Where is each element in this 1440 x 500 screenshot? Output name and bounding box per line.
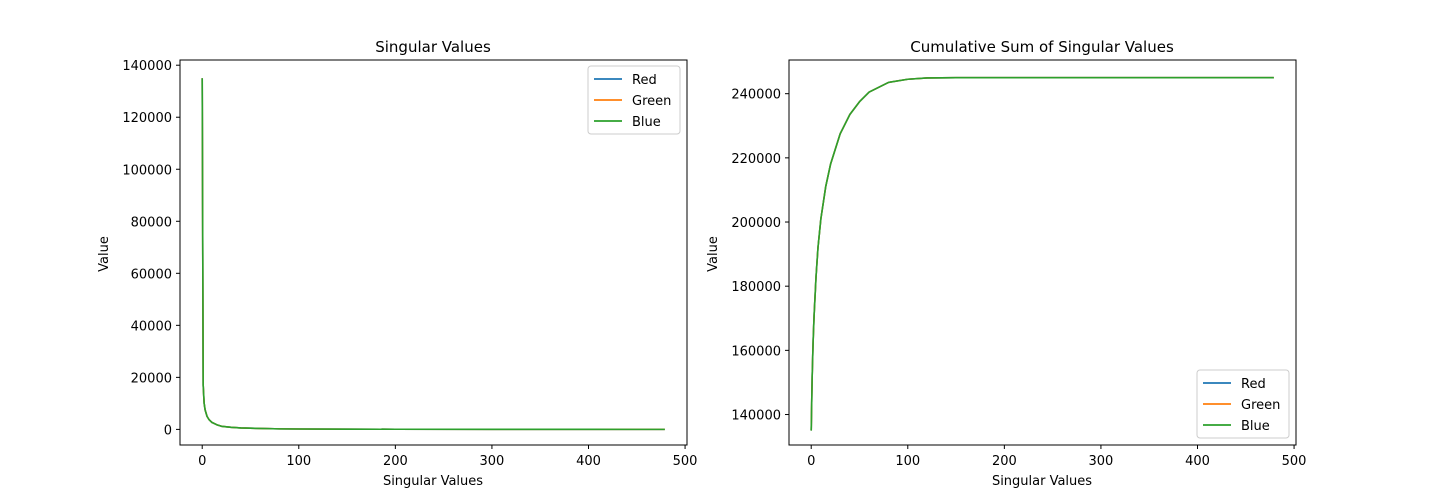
x-tick-label: 300 <box>480 454 505 469</box>
legend-label: Red <box>632 73 657 88</box>
y-tick-label: 200000 <box>731 216 781 231</box>
x-axis-label: Singular Values <box>383 474 483 489</box>
legend-label: Red <box>1241 377 1266 392</box>
legend-box <box>1196 369 1290 439</box>
y-tick-label: 180000 <box>731 280 781 295</box>
x-tick-label: 200 <box>383 454 408 469</box>
y-tick-label: 120000 <box>122 111 172 126</box>
plot-area-frame <box>179 59 688 446</box>
x-tick-label: 200 <box>992 454 1017 469</box>
y-tick-label: 160000 <box>731 344 781 359</box>
legend-label: Blue <box>632 115 661 130</box>
y-tick-label: 80000 <box>131 215 172 230</box>
x-tick-label: 0 <box>198 454 206 469</box>
legend-label: Blue <box>1241 419 1270 434</box>
legend-label: Green <box>632 94 671 109</box>
y-tick-label: 40000 <box>131 319 172 334</box>
x-tick-label: 500 <box>1282 454 1307 469</box>
x-tick-label: 400 <box>1185 454 1210 469</box>
x-tick-label: 400 <box>576 454 601 469</box>
y-axis-label: Value <box>97 236 112 272</box>
plot-area-frame <box>788 59 1297 446</box>
series-line-blue <box>810 76 1274 431</box>
y-tick-label: 220000 <box>731 152 781 167</box>
x-tick-label: 0 <box>807 454 815 469</box>
legend: Red Green Blue <box>587 65 681 135</box>
x-tick-label: 100 <box>286 454 311 469</box>
y-tick-label: 100000 <box>122 163 172 178</box>
y-tick-label: 60000 <box>131 267 172 282</box>
x-tick-label: 500 <box>673 454 698 469</box>
x-tick-label: 300 <box>1089 454 1114 469</box>
legend-box <box>587 65 681 135</box>
y-tick-label: 240000 <box>731 88 781 103</box>
chart-title: Singular Values <box>375 38 491 56</box>
x-axis-label: Singular Values <box>992 474 1092 489</box>
cumulative-sum-chart: Cumulative Sum of Singular Values Singul… <box>706 38 1306 489</box>
y-tick-label: 0 <box>164 423 172 438</box>
y-tick-label: 140000 <box>122 59 172 74</box>
legend: Red Green Blue <box>1196 369 1290 439</box>
series-line-blue <box>201 78 665 431</box>
singular-values-chart: Singular Values Singular Values Value 0 1… <box>97 38 697 489</box>
legend-label: Green <box>1241 398 1280 413</box>
x-tick-label: 100 <box>895 454 920 469</box>
y-axis-label: Value <box>706 236 721 272</box>
chart-title: Cumulative Sum of Singular Values <box>910 38 1174 56</box>
y-tick-label: 140000 <box>731 409 781 424</box>
y-tick-label: 20000 <box>131 371 172 386</box>
